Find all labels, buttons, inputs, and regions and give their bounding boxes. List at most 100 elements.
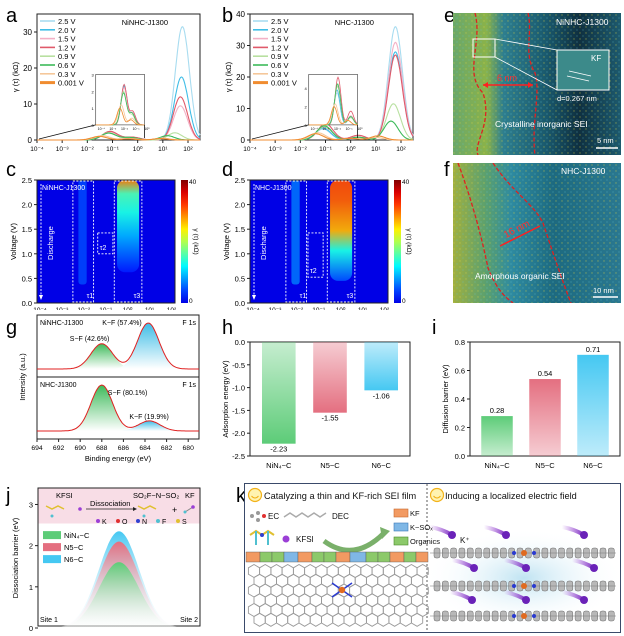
inset-source-box bbox=[472, 38, 496, 58]
x-tick-label: NiN₄−C bbox=[484, 461, 510, 470]
barrier-area bbox=[48, 562, 190, 628]
colorbar-min-label: 0 bbox=[402, 298, 406, 305]
x-tick-label: 10⁻⁴ bbox=[246, 307, 260, 310]
y-axis-label: Voltage (V) bbox=[222, 222, 231, 260]
inset-x-tick-label: 10⁻¹ bbox=[133, 127, 141, 131]
heatmap-tau3-band bbox=[117, 180, 140, 273]
bar bbox=[481, 416, 513, 456]
inset-x-tick-label: 10⁻² bbox=[121, 127, 129, 131]
fsi-fragment-molecule-icon bbox=[137, 505, 157, 510]
k-ion bbox=[502, 531, 510, 539]
k-ion-label: K⁺ bbox=[460, 536, 470, 545]
x-tick-label: 10⁰ bbox=[133, 145, 143, 153]
sei-component bbox=[415, 551, 429, 563]
ec-molecule-icon bbox=[250, 511, 266, 522]
atom-legend-label: F bbox=[162, 519, 166, 526]
y-axis-label: Adsorption energy (eV) bbox=[221, 360, 230, 438]
d-spacing-label: d=0.267 nm bbox=[557, 94, 597, 103]
fitted-peak bbox=[69, 343, 135, 369]
chart-title: NHC-J1300 bbox=[335, 18, 374, 27]
y-tick-label: -1.0 bbox=[232, 384, 245, 393]
x-tick-label: 10⁻⁴ bbox=[243, 146, 257, 153]
scale-label: 10 nm bbox=[593, 286, 614, 295]
x-axis-label: Binding energy (eV) bbox=[85, 454, 152, 463]
sei-component bbox=[349, 551, 367, 563]
atom-legend-label: S bbox=[182, 519, 187, 526]
inset-x-tick-label: 10⁻⁴ bbox=[311, 127, 319, 131]
panel-label-c: c bbox=[6, 159, 16, 181]
site2-label: Site 2 bbox=[180, 617, 198, 624]
bar-value-label: -1.55 bbox=[321, 414, 338, 423]
legend-entry: 0.6 V bbox=[271, 61, 289, 70]
panel-label-a: a bbox=[6, 5, 18, 27]
y-tick-label: -2.0 bbox=[232, 429, 245, 438]
y-tick-label: 0.5 bbox=[22, 274, 32, 283]
panel-label-e: e bbox=[444, 5, 456, 27]
atom-legend-dot bbox=[156, 519, 160, 523]
inset-series-line bbox=[308, 106, 358, 126]
legend-entry: N5−C bbox=[64, 543, 84, 552]
bar-value-label: -1.06 bbox=[373, 391, 390, 400]
discharge-label: Discharge bbox=[259, 226, 268, 260]
chart-title: NiNHC-J1300 bbox=[122, 18, 168, 27]
tau3-label: τ3 bbox=[134, 293, 141, 300]
panel-label-j: j bbox=[6, 485, 11, 507]
atom-f bbox=[142, 514, 146, 518]
x-axis-label: τ (s) bbox=[112, 154, 126, 155]
y-tick-label: 1 bbox=[29, 583, 33, 592]
y-tick-label: 2 bbox=[29, 542, 33, 551]
x-tick-label: 10⁻¹ bbox=[319, 146, 333, 153]
y-tick-label: 20 bbox=[23, 64, 32, 73]
chart-title: NiNHC-J1300 bbox=[42, 185, 85, 192]
legend-entry: 0.6 V bbox=[58, 61, 76, 70]
fitted-peak bbox=[69, 385, 135, 431]
hrtem-inset bbox=[556, 49, 610, 91]
k-ion bbox=[522, 564, 530, 572]
tau3-box bbox=[326, 180, 356, 303]
x-tick-label: 10⁻³ bbox=[55, 307, 69, 310]
y-tick-label: 20 bbox=[236, 73, 245, 82]
legend-entry: 1.2 V bbox=[271, 43, 289, 52]
x-tick-label: 10⁻² bbox=[290, 307, 304, 310]
x-tick-label: 10¹ bbox=[371, 146, 381, 153]
y-axis-label: Dissociation barrier (eV) bbox=[11, 517, 20, 598]
sei-layer bbox=[245, 551, 429, 563]
sei-component bbox=[297, 551, 313, 563]
y-tick-label: 10 bbox=[23, 100, 32, 109]
legend-entry: 0.9 V bbox=[271, 52, 289, 61]
y-tick-label: 10 bbox=[236, 105, 245, 114]
k-ion bbox=[580, 531, 588, 539]
left-title: Catalyzing a thin and KF-rich SEI film bbox=[264, 491, 417, 501]
legend-swatch bbox=[43, 531, 61, 540]
y-tick-label: 1.5 bbox=[22, 225, 32, 234]
arrowhead bbox=[380, 527, 390, 539]
heatmap-tau1-band bbox=[78, 180, 87, 285]
atom-legend-dot bbox=[116, 519, 120, 523]
panel-label-b: b bbox=[222, 5, 234, 27]
series-line bbox=[250, 133, 413, 141]
bar-value-label: 0.71 bbox=[586, 345, 601, 354]
heatmap-tau1-band bbox=[291, 180, 300, 285]
y-tick-label: -2.5 bbox=[232, 452, 245, 461]
x-tick-label: 10² bbox=[167, 307, 177, 310]
graphene-layers bbox=[428, 525, 616, 622]
panel-label-k: k bbox=[236, 485, 246, 507]
colorbar-label: γ (τ) (kΩ) bbox=[405, 228, 412, 254]
series-line bbox=[37, 135, 200, 141]
lattice-fringe bbox=[566, 75, 590, 82]
legend-entry: 1.5 V bbox=[58, 35, 76, 44]
y-tick-label: 0 bbox=[241, 136, 246, 145]
x-tick-label: 10⁻² bbox=[77, 307, 91, 310]
heatmap-chart-c: NiNHC-J1300 Discharge τ1 τ2 τ3 0.0 0.5 1.0 1.5 2.… bbox=[9, 176, 199, 310]
bar bbox=[529, 379, 561, 456]
legend-entry: 2.0 V bbox=[271, 26, 289, 35]
tau3-box bbox=[113, 180, 143, 303]
x-tick-label: 10⁻³ bbox=[268, 307, 282, 310]
tem-image-f: 16 nm NHC-J1300 Amorphous organic SEI 10… bbox=[453, 163, 621, 303]
envelope-curve bbox=[37, 384, 199, 432]
sei-component bbox=[283, 551, 299, 563]
y-tick-label: 2.5 bbox=[235, 176, 245, 185]
legend-entry: 2.5 V bbox=[58, 17, 76, 26]
right-title: Inducing a localized electric field bbox=[445, 491, 577, 501]
arrowhead bbox=[39, 295, 43, 300]
